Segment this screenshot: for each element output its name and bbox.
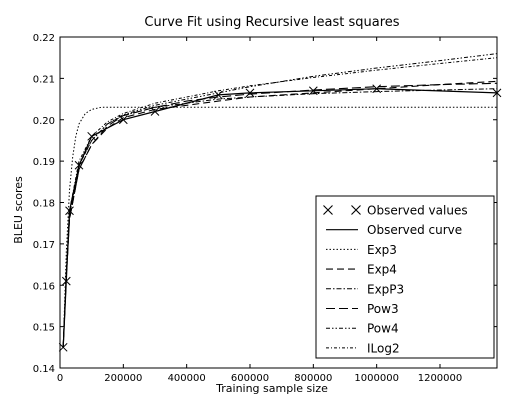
axes: 0 200000 400000 600000 800000 1000000 1200000 0… bbox=[33, 33, 498, 384]
legend-marker bbox=[351, 205, 361, 215]
y-tick-label: 0.21 bbox=[33, 74, 55, 85]
legend-entry: Pow4 bbox=[326, 322, 399, 336]
x-tick-label: 1200000 bbox=[418, 373, 463, 384]
legend-entry: Exp3 bbox=[326, 243, 397, 257]
series-line bbox=[62, 53, 498, 348]
series-pow3 bbox=[62, 82, 498, 348]
y-tick-label: 0.17 bbox=[33, 240, 55, 251]
legend: Observed values Observed curve Exp3 Exp4 Exp… bbox=[315, 195, 495, 359]
series-line bbox=[62, 57, 498, 348]
y-tick-label: 0.20 bbox=[33, 116, 55, 127]
legend-entry: Exp4 bbox=[326, 263, 397, 277]
legend-label: Pow3 bbox=[367, 302, 399, 316]
series-group bbox=[58, 53, 502, 352]
y-tick-label: 0.18 bbox=[33, 199, 55, 210]
y-tick-label: 0.22 bbox=[33, 33, 55, 44]
x-tick-label: 1000000 bbox=[354, 373, 399, 384]
legend-entry: Pow3 bbox=[326, 302, 399, 316]
legend-label: Exp3 bbox=[367, 243, 397, 257]
legend-entry: ExpP3 bbox=[326, 282, 404, 296]
legend-entry: Observed curve bbox=[326, 223, 462, 237]
legend-label: Pow4 bbox=[367, 322, 399, 336]
x-tick-label: 0 bbox=[57, 373, 63, 384]
series-line bbox=[62, 82, 498, 348]
x-tick-label: 200000 bbox=[104, 373, 142, 384]
y-tick-label: 0.19 bbox=[33, 157, 55, 168]
y-tick-label: 0.16 bbox=[33, 281, 55, 292]
y-axis-label: BLEU scores bbox=[12, 176, 25, 244]
data-point-marker bbox=[58, 342, 68, 352]
series-pow4 bbox=[62, 53, 498, 348]
y-tick-label: 0.15 bbox=[33, 323, 55, 334]
x-tick-label: 800000 bbox=[294, 373, 332, 384]
legend-label: ExpP3 bbox=[367, 282, 404, 296]
chart-title: Curve Fit using Recursive least squares bbox=[144, 15, 399, 30]
y-tick-label: 0.14 bbox=[33, 364, 55, 375]
legend-entry: Observed values bbox=[323, 204, 468, 218]
x-axis-label: Training sample size bbox=[215, 382, 328, 395]
series-line bbox=[62, 106, 497, 348]
legend-label: Observed values bbox=[367, 204, 468, 218]
legend-label: ILog2 bbox=[367, 341, 400, 355]
x-tick-label: 400000 bbox=[168, 373, 206, 384]
series-exp3 bbox=[62, 106, 497, 348]
x-tick-label: 600000 bbox=[231, 373, 269, 384]
legend-label: Exp4 bbox=[367, 263, 397, 277]
legend-label: Observed curve bbox=[367, 223, 462, 237]
series-ilog2 bbox=[62, 57, 498, 348]
legend-marker bbox=[323, 205, 333, 215]
legend-box bbox=[315, 195, 495, 359]
legend-entry: ILog2 bbox=[326, 341, 400, 355]
